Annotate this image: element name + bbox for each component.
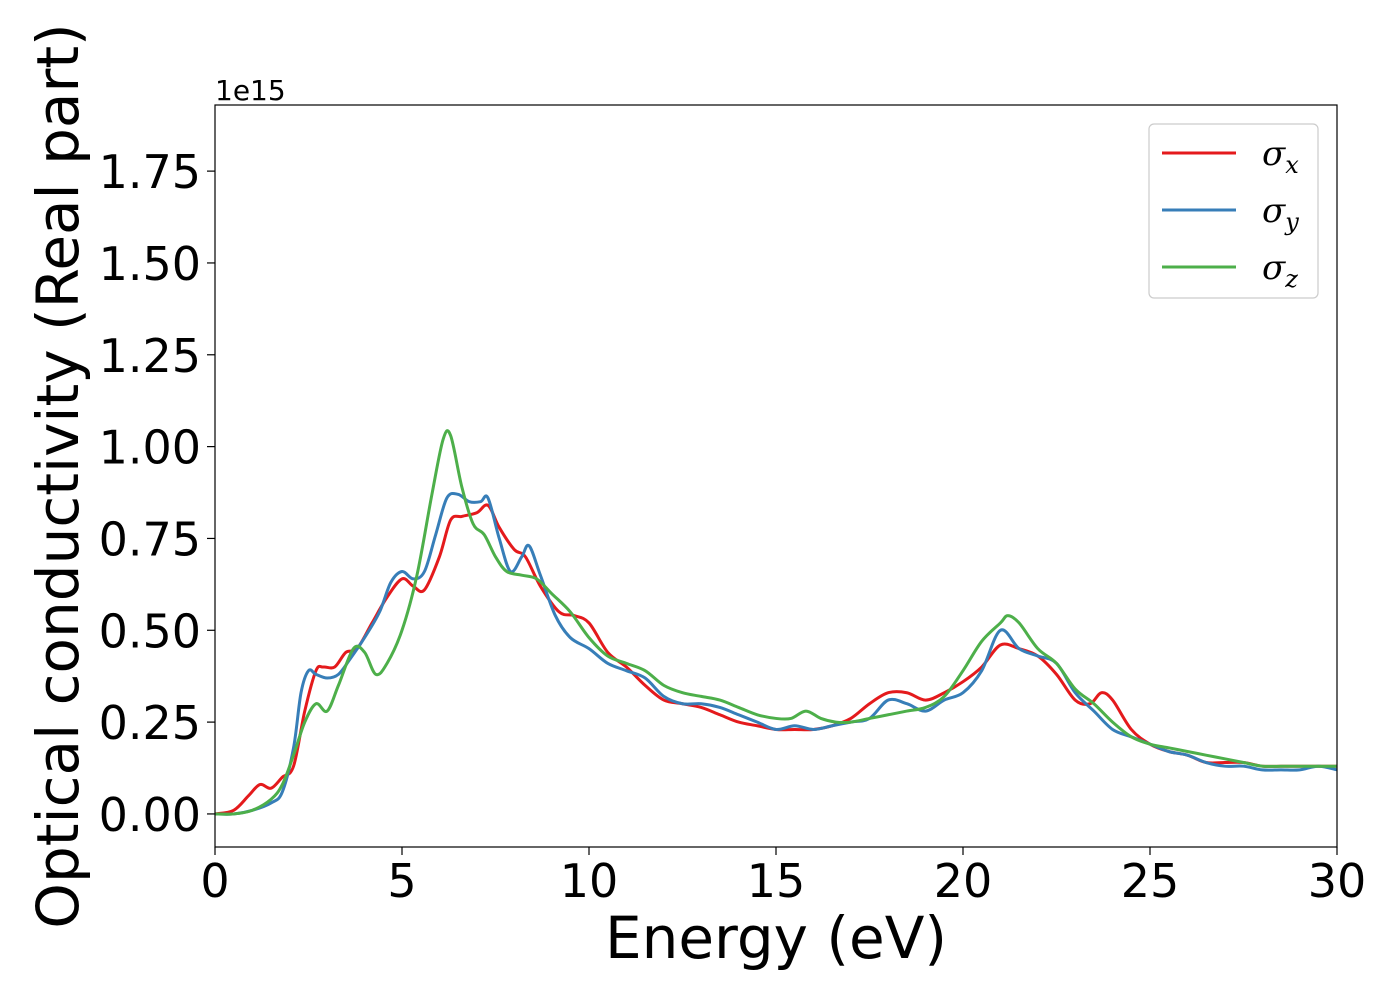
y-tick-label: 0.00 [99, 788, 201, 842]
series-line-y [215, 491, 1337, 816]
y-tick-label: 1.00 [99, 421, 201, 475]
x-tick-label: 15 [747, 854, 806, 908]
x-tick-label: 20 [934, 854, 993, 908]
legend-label-z: σz [1262, 248, 1298, 293]
x-tick-label: 10 [560, 854, 619, 908]
legend-label-x: σx [1262, 134, 1299, 179]
y-offset-text: 1e15 [215, 74, 286, 107]
legend: σx σy σz [1148, 123, 1319, 299]
x-tick-label: 5 [387, 854, 416, 908]
x-tick-label: 30 [1308, 854, 1367, 908]
y-tick-label: 0.75 [99, 512, 201, 566]
series-layer [215, 429, 1337, 816]
legend-label-y: σy [1262, 191, 1299, 236]
x-axis: 0 5 10 15 20 25 30 [200, 847, 1366, 908]
y-tick-label: 0.25 [99, 696, 201, 750]
x-tick-label: 0 [200, 854, 229, 908]
series-line-z [215, 429, 1337, 816]
x-axis-label: Energy (eV) [605, 904, 947, 972]
x-tick-label: 25 [1121, 854, 1180, 908]
y-axis-label: Optical conductivity (Real part) [24, 23, 92, 928]
y-tick-label: 1.50 [99, 237, 201, 291]
y-tick-label: 1.25 [99, 329, 201, 383]
y-tick-label: 0.50 [99, 604, 201, 658]
y-axis: 0.00 0.25 0.50 0.75 1.00 1.25 1.50 1.75 [99, 145, 215, 842]
y-tick-label: 1.75 [99, 145, 201, 199]
